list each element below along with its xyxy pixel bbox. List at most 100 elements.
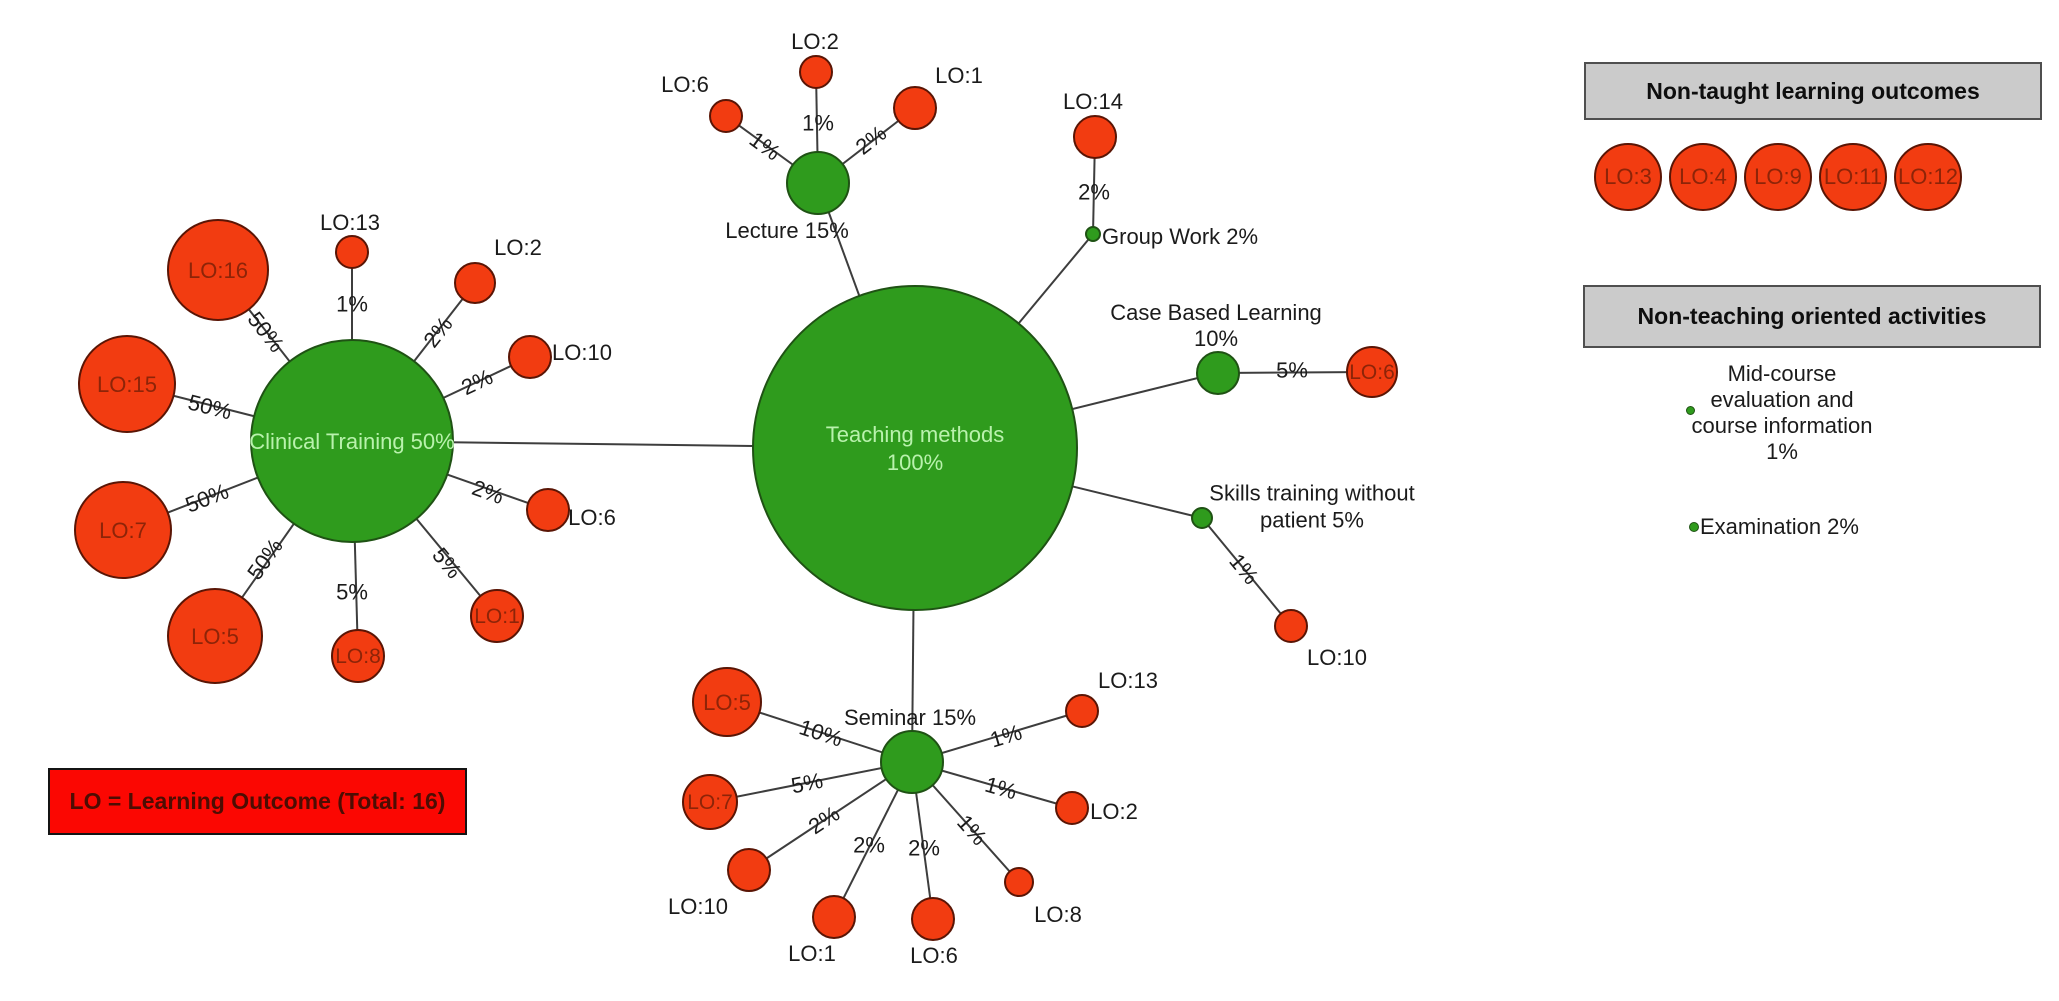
label-sem-lo10: LO:10: [668, 894, 728, 919]
node-sem-lo2: [1055, 791, 1089, 825]
label-lec-lo1: LO:1: [935, 63, 983, 88]
edge-label-seminar-sem-lo6: 2%: [908, 836, 940, 861]
label-group-work: Group Work 2%: [1102, 224, 1258, 249]
non-taught-header: Non-taught learning outcomes: [1584, 62, 2042, 120]
node-sem-lo6: [911, 897, 955, 941]
label-sem-lo13: LO:13: [1098, 668, 1158, 693]
edge-label-case-based-learning-cb-lo6: 5%: [1276, 357, 1308, 382]
edge-label-lecture-lec-lo2: 1%: [802, 111, 834, 136]
node-skills-training: [1191, 507, 1213, 529]
node-ct-lo15: [78, 335, 176, 433]
label-case-based-learning: Case Based Learning 10%: [1110, 300, 1322, 351]
label-seminar: Seminar 15%: [844, 705, 976, 730]
label-ct-lo2: LO:2: [494, 235, 542, 260]
edge-label-seminar-sem-lo5: 10%: [796, 714, 846, 751]
label-sem-lo8: LO:8: [1034, 902, 1082, 927]
edge-label-skills-training-st-lo10: 1%: [1224, 549, 1264, 589]
midcourse-line: course information: [1691, 413, 1873, 438]
node-sem-lo7: [682, 774, 738, 830]
edge-label-clinical-training-ct-lo15: 50%: [186, 389, 235, 424]
node-gw-lo14: [1073, 115, 1117, 159]
legend-text: LO = Learning Outcome (Total: 16): [69, 788, 446, 814]
node-sem-lo13: [1065, 694, 1099, 728]
label-clinical-training: Clinical Training 50%: [249, 429, 454, 454]
label-ct-lo1: LO:1: [474, 605, 520, 628]
edge-label-clinical-training-ct-lo8: 5%: [336, 580, 368, 605]
edge-label-clinical-training-ct-lo6: 2%: [469, 475, 507, 509]
label-cb-lo6: LO:6: [1349, 361, 1395, 384]
non-taught-lo-circle: LO:12: [1894, 143, 1962, 211]
node-group-work: [1085, 226, 1101, 242]
edge-label-clinical-training-ct-lo13: 1%: [336, 292, 368, 317]
label-lec-lo2: LO:2: [791, 29, 839, 54]
label-ct-lo5: LO:5: [191, 624, 239, 649]
label-sem-lo5: LO:5: [703, 690, 751, 715]
non-taught-lo-circle: LO:9: [1744, 143, 1812, 211]
edge-label-clinical-training-ct-lo7: 50%: [182, 478, 232, 517]
node-ct-lo13: [335, 235, 369, 269]
node-ct-lo5: [167, 588, 263, 684]
midcourse-line: 1%: [1766, 439, 1798, 464]
node-sem-lo8: [1004, 867, 1034, 897]
midcourse-line: Mid-course: [1727, 361, 1837, 386]
edge-label-clinical-training-ct-lo2: 2%: [418, 312, 457, 352]
edge-skills-training-st-lo10: [1201, 517, 1292, 627]
edge-label-seminar-sem-lo1: 2%: [853, 833, 885, 858]
node-case-based-learning: [1196, 351, 1240, 395]
label-st-lo10: LO:10: [1307, 645, 1367, 670]
node-ct-lo16: [167, 219, 269, 321]
non-taught-title: Non-taught learning outcomes: [1646, 77, 1980, 104]
label-ct-lo16: LO:16: [188, 258, 248, 283]
node-ct-lo7: [74, 481, 172, 579]
node-clinical-training: [250, 339, 454, 543]
legend-box: LO = Learning Outcome (Total: 16): [48, 768, 467, 835]
label-sem-lo2: LO:2: [1090, 799, 1138, 824]
label-teaching-methods: Teaching methods 100%: [826, 422, 1005, 475]
edge-label-clinical-training-ct-lo16: 50%: [243, 307, 290, 357]
label-skills-training: Skills training without patient 5%: [1209, 480, 1414, 532]
label-sem-lo1: LO:1: [788, 941, 836, 966]
label-ct-lo15: LO:15: [97, 372, 157, 397]
node-teaching-methods: [752, 285, 1078, 611]
label-ct-lo8: LO:8: [335, 645, 381, 668]
label-gw-lo14: LO:14: [1063, 89, 1123, 114]
node-ct-lo8: [331, 629, 385, 683]
label-lecture: Lecture 15%: [725, 218, 849, 243]
edge-label-seminar-sem-lo13: 1%: [987, 719, 1025, 752]
edge-label-clinical-training-ct-lo1: 5%: [427, 543, 467, 583]
node-st-lo10: [1274, 609, 1308, 643]
edge-label-seminar-sem-lo7: 5%: [789, 768, 825, 799]
edge-seminar-sem-lo7: [709, 761, 913, 803]
non-teaching-title: Non-teaching oriented activities: [1637, 303, 1987, 329]
node-lec-lo2: [799, 55, 833, 89]
label-sem-lo6: LO:6: [910, 943, 958, 968]
midcourse-label: Mid-course evaluation and course informa…: [1662, 361, 1902, 465]
non-taught-lo-circle: LO:4: [1669, 143, 1737, 211]
edge-label-group-work-gw-lo14: 2%: [1078, 180, 1110, 205]
examination-dot: [1689, 522, 1699, 532]
midcourse-dot: [1686, 406, 1695, 415]
label-ct-lo6: LO:6: [568, 505, 616, 530]
non-taught-outcomes: LO:3 LO:4 LO:9 LO:11 LO:12: [1594, 143, 1962, 211]
edge-label-seminar-sem-lo2: 1%: [982, 772, 1019, 805]
node-lecture: [786, 151, 850, 215]
node-cb-lo6: [1346, 346, 1398, 398]
non-taught-lo-circle: LO:11: [1819, 143, 1887, 211]
node-lec-lo1: [893, 86, 937, 130]
node-sem-lo10: [727, 848, 771, 892]
node-ct-lo10: [508, 335, 552, 379]
edge-label-seminar-sem-lo10: 2%: [804, 801, 844, 839]
label-sem-lo7: LO:7: [687, 791, 733, 814]
node-seminar: [880, 730, 944, 794]
edge-label-clinical-training-ct-lo10: 2%: [457, 364, 496, 400]
examination-label: Examination 2%: [1700, 514, 1859, 539]
label-ct-lo13: LO:13: [320, 210, 380, 235]
edge-label-lecture-lec-lo6: 1%: [745, 127, 785, 166]
node-ct-lo6: [526, 488, 570, 532]
node-ct-lo2: [454, 262, 496, 304]
midcourse-line: evaluation and: [1710, 387, 1854, 412]
label-ct-lo7: LO:7: [99, 518, 147, 543]
label-ct-lo10: LO:10: [552, 340, 612, 365]
